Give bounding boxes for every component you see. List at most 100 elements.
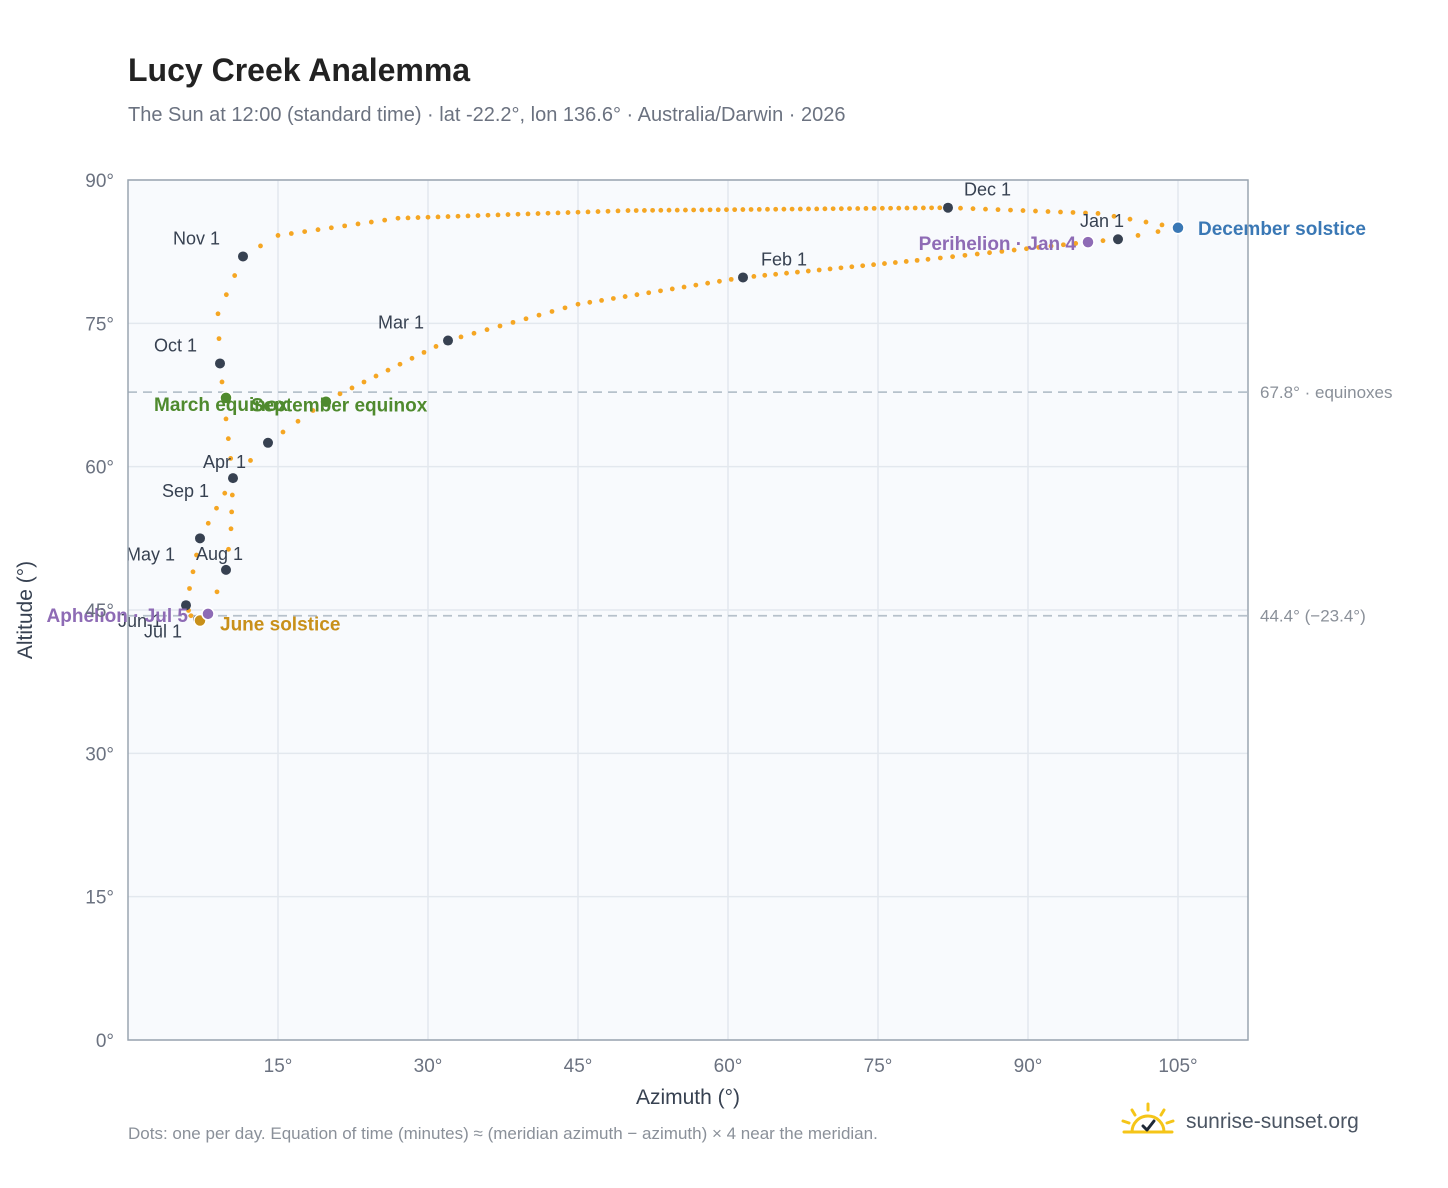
month-label: Apr 1	[203, 452, 246, 472]
analemma-dot	[328, 225, 334, 231]
analemma-dot	[849, 264, 855, 270]
event-label: September equinox	[251, 396, 428, 417]
analemma-dot	[937, 255, 943, 261]
analemma-dot	[860, 263, 866, 269]
analemma-dot	[315, 227, 321, 233]
x-tick-label: 30°	[414, 1056, 443, 1077]
analemma-dot	[535, 211, 541, 216]
analemma-dot	[405, 215, 411, 221]
y-tick-label: 0°	[96, 1031, 114, 1052]
analemma-dot	[1073, 241, 1079, 246]
analemma-dot	[471, 330, 477, 336]
analemma-dot	[962, 252, 968, 258]
analemma-dot	[435, 214, 441, 220]
analemma-dot	[225, 436, 231, 442]
month-marker	[215, 358, 225, 369]
brand-name[interactable]: sunrise-sunset.org	[1186, 1110, 1359, 1133]
analemma-dot	[505, 212, 511, 217]
analemma-dot	[495, 212, 501, 218]
analemma-dot	[280, 429, 286, 435]
analemma-dot	[219, 379, 225, 385]
analemma-dot	[806, 206, 811, 212]
analemma-dot	[1143, 219, 1149, 225]
brand[interactable]: sunrise-sunset.org	[1120, 1102, 1359, 1142]
analemma-dot	[485, 212, 491, 218]
analemma-dot	[1100, 238, 1106, 244]
month-label: Mar 1	[378, 313, 424, 333]
analemma-dot	[892, 260, 898, 265]
analemma-dot	[1070, 210, 1076, 215]
analemma-dot	[599, 298, 604, 303]
analemma-dot	[838, 206, 844, 212]
month-label: Nov 1	[173, 228, 220, 248]
analemma-dot	[724, 207, 729, 213]
analemma-dot	[699, 207, 705, 213]
analemma-dot	[830, 206, 836, 212]
event-marker	[1171, 221, 1185, 235]
y-tick-label: 60°	[85, 458, 114, 479]
analemma-dot	[187, 586, 192, 591]
analemma-dot	[458, 334, 464, 340]
analemma-dot	[229, 492, 235, 498]
analemma-dot	[373, 373, 379, 379]
analemma-dot	[1155, 229, 1161, 235]
analemma-dot	[863, 206, 869, 211]
analemma-dot	[555, 210, 561, 216]
analemma-dot	[974, 251, 980, 257]
analemma-dot	[229, 509, 235, 515]
analemma-dot	[575, 209, 581, 215]
analemma-dot	[625, 208, 631, 213]
analemma-dot	[605, 208, 611, 214]
analemma-dot	[666, 207, 672, 213]
month-label: Feb 1	[761, 249, 807, 269]
analemma-dot	[484, 327, 490, 333]
analemma-dot	[855, 206, 861, 211]
event-marker	[201, 607, 215, 621]
analemma-dot	[610, 296, 616, 301]
analemma-dot	[784, 270, 789, 276]
analemma-dot	[216, 336, 222, 342]
analemma-dot	[827, 266, 833, 272]
month-label: Jul 1	[144, 622, 182, 642]
month-marker	[443, 335, 453, 346]
month-marker	[181, 600, 191, 611]
analemma-dot	[409, 355, 415, 361]
analemma-dot	[789, 206, 795, 212]
x-tick-label: 90°	[1014, 1056, 1043, 1077]
analemma-dot	[397, 361, 403, 367]
analemma-dot	[740, 207, 746, 212]
analemma-dot	[987, 250, 992, 256]
analemma-dot	[633, 208, 639, 213]
analemma-dot	[188, 613, 194, 619]
month-marker	[238, 251, 248, 262]
analemma-dot	[595, 209, 601, 214]
reference-lines: 67.8° · equinoxes 44.4° (−23.4°)	[128, 383, 1393, 626]
analemma-dot	[415, 215, 421, 220]
analemma-dot	[950, 254, 956, 260]
analemma-dot	[622, 294, 628, 299]
analemma-dot	[888, 205, 893, 211]
event-label: March equinox	[154, 395, 289, 416]
x-tick-label: 105°	[1158, 1056, 1197, 1077]
event-marker	[1081, 235, 1095, 249]
analemma-dot	[1111, 213, 1117, 219]
footnote: Dots: one per day. Equation of time (min…	[128, 1124, 878, 1143]
x-tick-label: 45°	[564, 1056, 593, 1077]
analemma-dot	[1159, 222, 1165, 228]
chart-subtitle: The Sun at 12:00 (standard time) · lat -…	[128, 104, 846, 126]
analemma-dot	[385, 367, 391, 373]
analemma-dot	[882, 261, 887, 266]
analemma-dot	[523, 316, 529, 322]
analemma-dot	[983, 206, 988, 212]
analemma-dot	[1024, 246, 1029, 252]
analemma-dot	[765, 206, 770, 212]
y-tick-label: 90°	[85, 171, 114, 192]
analemma-dot	[587, 299, 593, 305]
x-tick-label: 60°	[714, 1056, 743, 1077]
analemma-dot	[1011, 247, 1017, 253]
analemma-dot	[1033, 208, 1038, 214]
analemma-dot	[497, 323, 503, 329]
month-label: Sep 1	[162, 481, 209, 501]
analemma-dot	[310, 408, 316, 413]
